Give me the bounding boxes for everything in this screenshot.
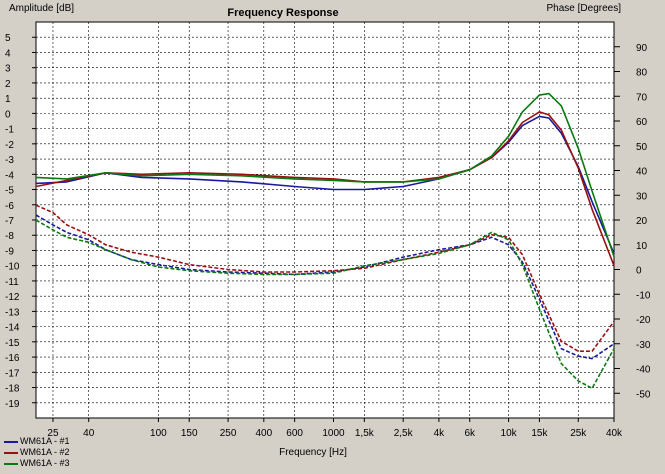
chart-title: Frequency Response [227,7,338,19]
y-tick-label: -19 [5,399,20,410]
legend-swatch [4,440,18,443]
y2-tick-label: 20 [636,216,648,227]
x-tick-label: 400 [255,428,272,439]
y2-tick-label: 0 [636,266,642,277]
grid-lines [36,22,615,418]
y-tick-label: -10 [5,262,20,273]
y-tick-label: -18 [5,384,20,395]
x-tick-label: 150 [181,428,198,439]
y2-tick-label: -50 [636,389,651,400]
y-tick-label: 3 [5,64,11,75]
y-tick-label: 1 [5,94,11,105]
y2-tick-label: 40 [636,167,648,178]
y2-tick-label: -30 [636,340,651,351]
y-tick-label: -1 [5,125,14,136]
x-tick-label: 250 [220,428,237,439]
x-tick-label: 6k [464,428,476,439]
y-axis-title: Amplitude [dB] [9,3,74,14]
y-tick-label: -16 [5,353,20,364]
legend-swatch [4,451,18,454]
series-lines [35,92,615,390]
y2-tick-label: 10 [636,241,648,252]
y-tick-label: -12 [5,292,20,303]
legend-swatch [4,462,18,465]
y-tick-label: -7 [5,216,14,227]
y-tick-label: -8 [5,231,14,242]
legend-item-1: WM61A - #1 [4,436,70,446]
legend-item-3: WM61A - #3 [4,458,70,468]
y-tick-label: 0 [5,109,11,120]
y-tick-label: -4 [5,170,14,181]
legend-label: WM61A - #2 [20,447,70,457]
y2-tick-label: 90 [636,43,648,54]
y-tick-label: -5 [5,186,14,197]
x-axis-ticks: 25 40 100 150 250 400 600 1000 1,5k 2,5k 4k 6k 10k 15… [47,418,623,439]
x-tick-label: 25k [570,428,587,439]
x-tick-label: 1000 [322,428,345,439]
x-tick-label: 600 [286,428,303,439]
y-tick-label: -9 [5,246,14,257]
y2-tick-label: 30 [636,191,648,202]
x-tick-label: 4k [434,428,446,439]
y-tick-label: 2 [5,79,11,90]
y2-axis-ticks: 90 80 70 60 50 40 30 20 10 0 -10 -20 -30 -40 -50 [614,43,651,400]
y2-tick-label: -40 [636,365,651,376]
x-tick-label: 1,5k [355,428,375,439]
y-tick-label: -2 [5,140,14,151]
y-tick-label: 4 [5,48,11,59]
x-tick-label: 40 [83,428,95,439]
y-tick-label: -6 [5,201,14,212]
series-line [35,204,615,353]
x-tick-label: 100 [150,428,167,439]
legend-label: WM61A - #3 [20,458,70,468]
series-line [35,219,615,390]
legend-item-2: WM61A - #2 [4,447,70,457]
y-tick-label: -14 [5,323,20,334]
y-tick-label: -11 [5,277,19,288]
x-axis-title: Frequency [Hz] [279,447,347,458]
y-tick-label: 5 [5,33,11,44]
y-tick-label: -17 [5,368,20,379]
x-tick-label: 15k [531,428,548,439]
y2-tick-label: 50 [636,142,648,153]
y-tick-label: -3 [5,155,14,166]
y2-tick-label: -10 [636,290,651,301]
y2-tick-label: 70 [636,92,648,103]
legend-label: WM61A - #1 [20,436,70,446]
series-line [35,92,615,257]
y2-axis-title: Phase [Degrees] [547,3,622,14]
series-line [35,111,615,266]
x-tick-label: 25 [47,428,59,439]
y2-tick-label: 80 [636,68,648,79]
y-tick-label: -15 [5,338,20,349]
x-tick-label: 2,5k [394,428,414,439]
x-tick-label: 40k [606,428,623,439]
y2-tick-label: 60 [636,117,648,128]
y-tick-label: -13 [5,307,20,318]
x-tick-label: 10k [501,428,518,439]
y-axis-ticks: 5 4 3 2 1 0 -1 -2 -3 -4 -5 -6 -7 -8 -9 -10 -11 -12 -13 -14 -… [5,33,36,410]
y2-tick-label: -20 [636,315,651,326]
